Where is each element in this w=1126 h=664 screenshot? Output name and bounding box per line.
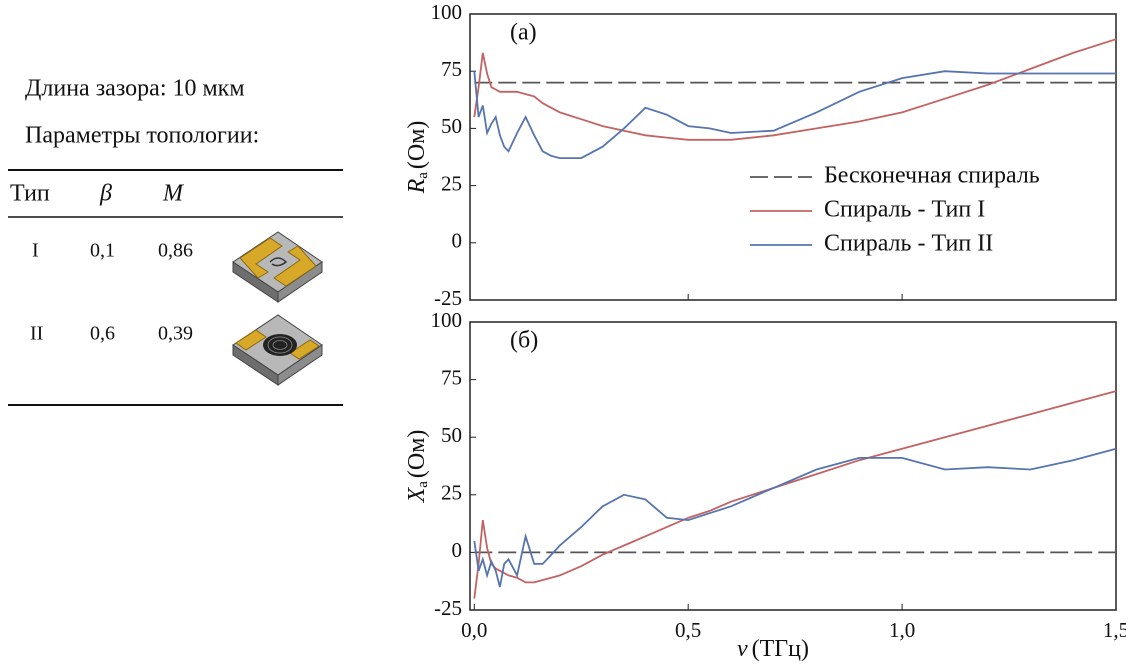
x-axis-unit: (ТГц) <box>752 636 809 662</box>
y-tick-label: 75 <box>441 365 462 389</box>
antenna-icon <box>233 232 322 302</box>
y-tick-label: 25 <box>441 481 462 505</box>
series-line <box>474 39 1116 140</box>
x-tick-label: 1,5 <box>1103 618 1126 642</box>
y-tick-label: 0 <box>452 538 463 562</box>
figure: Длина зазора: 10 мкм Параметры топологии… <box>0 0 1126 664</box>
panel-label: (б) <box>510 328 538 354</box>
series-line <box>474 71 1116 158</box>
gap-label: Длина зазора: 10 мкм <box>25 76 245 102</box>
table-header: M <box>162 181 185 207</box>
table-header: Тип <box>10 181 50 207</box>
y-tick-label: 75 <box>441 57 462 81</box>
x-axis-symbol: ν <box>737 636 748 662</box>
legend-label: Спираль - Тип II <box>824 231 993 257</box>
y-tick-label: 25 <box>441 171 462 195</box>
panel-label: (а) <box>510 20 537 46</box>
y-tick-label: -25 <box>434 596 462 620</box>
series-line <box>474 391 1116 598</box>
params-label: Параметры топологии: <box>25 123 259 149</box>
y-tick-label: 100 <box>431 308 463 332</box>
legend-label: Спираль - Тип I <box>824 197 985 223</box>
table-cell: 0,86 <box>158 240 193 262</box>
table-cell: 0,39 <box>158 323 193 345</box>
y-axis-subscript: a <box>415 481 431 488</box>
legend-label: Бесконечная спираль <box>824 163 1040 189</box>
y-axis-label: Ra (Ом) <box>404 121 432 195</box>
plot-frame <box>470 322 1116 610</box>
x-tick-label: 0,5 <box>675 618 701 642</box>
y-axis-symbol: X <box>404 486 430 503</box>
y-axis-subscript: a <box>415 172 431 179</box>
y-axis-unit: (Ом) <box>404 430 430 479</box>
table-cell: 0,6 <box>90 323 115 345</box>
y-tick-label: -25 <box>434 286 462 310</box>
series-line <box>474 449 1116 587</box>
plot-frame <box>470 14 1116 300</box>
y-axis-symbol: R <box>404 178 430 194</box>
antenna-icon <box>233 315 322 385</box>
y-tick-label: 100 <box>431 0 463 24</box>
page: Длина зазора: 10 мкм Параметры топологии… <box>0 0 1126 664</box>
y-axis-label: Xa (Ом) <box>404 430 432 504</box>
x-axis-label: ν(ТГц) <box>737 636 809 662</box>
table-header: β <box>99 181 112 207</box>
table-cell: 0,1 <box>90 240 115 262</box>
x-tick-label: 1,0 <box>889 618 915 642</box>
y-tick-label: 50 <box>441 114 462 138</box>
y-tick-label: 50 <box>441 423 462 447</box>
table-cell: I <box>32 240 39 262</box>
x-tick-label: 0,0 <box>461 618 487 642</box>
table-cell: II <box>30 323 43 345</box>
y-tick-label: 0 <box>452 229 463 253</box>
y-axis-unit: (Ом) <box>404 121 430 170</box>
